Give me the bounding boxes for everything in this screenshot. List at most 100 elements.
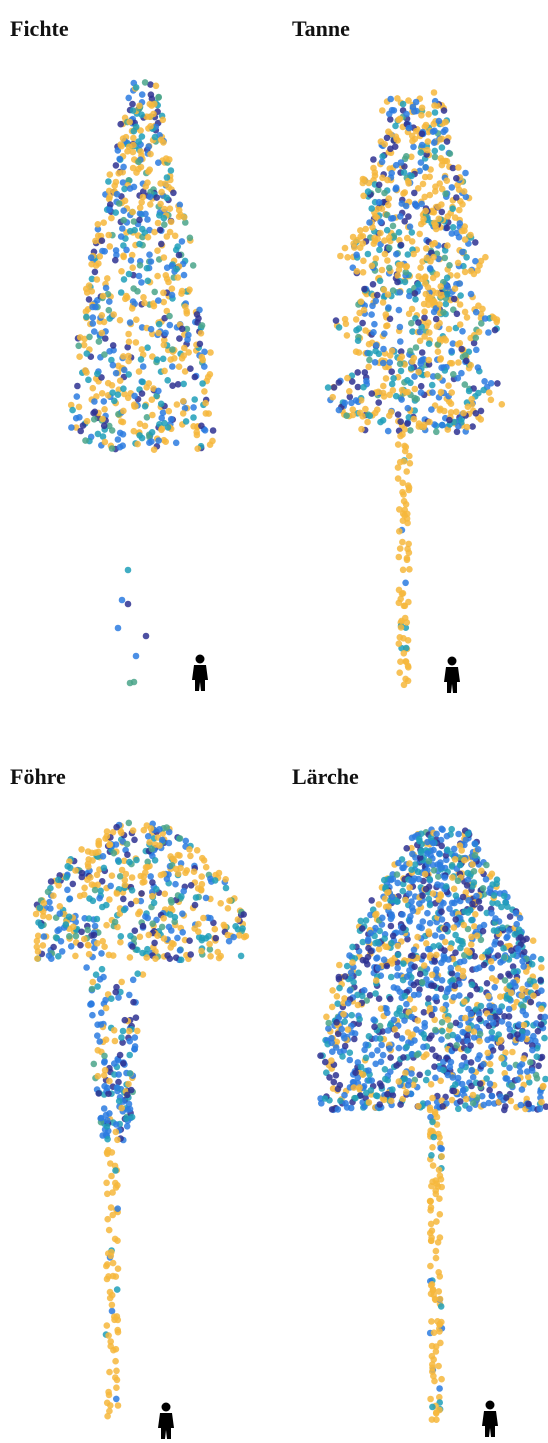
point — [107, 1289, 114, 1296]
point — [427, 920, 434, 927]
point — [125, 601, 132, 608]
point — [442, 119, 449, 126]
point — [217, 900, 224, 907]
point — [435, 1239, 442, 1246]
point — [394, 95, 401, 102]
point — [84, 418, 91, 425]
point — [355, 1002, 362, 1009]
point — [426, 174, 433, 181]
point — [353, 397, 360, 404]
point — [177, 947, 184, 954]
point — [459, 249, 466, 256]
point — [191, 925, 198, 932]
point — [392, 1026, 399, 1033]
point — [403, 845, 410, 852]
point — [161, 254, 168, 261]
point — [113, 1384, 120, 1391]
point — [103, 922, 110, 929]
point — [90, 385, 97, 392]
point — [357, 410, 364, 417]
point — [120, 896, 127, 903]
point — [393, 393, 400, 400]
point — [498, 1037, 505, 1044]
point — [58, 938, 65, 945]
point — [101, 1053, 108, 1060]
person-silhouette — [158, 1403, 174, 1440]
point — [104, 1322, 111, 1329]
point — [365, 251, 372, 258]
point — [104, 1191, 111, 1198]
point — [165, 424, 172, 431]
point — [153, 83, 160, 90]
point — [149, 412, 156, 419]
point — [486, 1003, 493, 1010]
point — [491, 941, 498, 948]
point — [120, 207, 127, 214]
point — [444, 1016, 451, 1023]
point — [345, 1000, 352, 1007]
point — [418, 849, 425, 856]
point — [329, 987, 336, 994]
point — [503, 1094, 510, 1101]
point — [46, 899, 53, 906]
point — [83, 286, 90, 293]
point — [373, 298, 380, 305]
point — [386, 111, 393, 118]
point — [110, 952, 117, 959]
point — [456, 234, 463, 241]
point — [375, 965, 382, 972]
point — [137, 421, 144, 428]
point — [489, 1029, 496, 1036]
point — [436, 1167, 443, 1174]
point — [501, 1107, 508, 1114]
point — [347, 394, 354, 401]
point — [444, 177, 451, 184]
point — [420, 1031, 427, 1038]
point — [111, 1317, 118, 1324]
point — [408, 1070, 415, 1077]
point — [118, 933, 125, 940]
point — [381, 956, 388, 963]
point — [155, 159, 162, 166]
point — [348, 969, 355, 976]
point — [455, 423, 462, 430]
point — [144, 915, 151, 922]
point — [127, 933, 134, 940]
point — [48, 878, 55, 885]
point — [113, 1121, 120, 1128]
point — [429, 972, 436, 979]
point — [146, 439, 153, 446]
point — [426, 357, 433, 364]
point — [149, 396, 156, 403]
point — [336, 962, 343, 969]
point — [99, 312, 106, 319]
point — [177, 835, 184, 842]
point — [374, 206, 381, 213]
point — [462, 170, 469, 177]
point — [149, 893, 156, 900]
point — [377, 278, 384, 285]
point — [488, 397, 495, 404]
point — [377, 419, 384, 426]
point — [104, 1400, 111, 1407]
point — [406, 125, 413, 132]
point — [342, 245, 349, 252]
point — [388, 368, 395, 375]
point — [91, 416, 98, 423]
point — [127, 319, 134, 326]
point — [114, 1182, 121, 1189]
point — [133, 124, 140, 131]
point — [106, 207, 113, 214]
point — [397, 1005, 404, 1012]
point — [349, 959, 356, 966]
point — [463, 254, 470, 261]
point — [530, 937, 537, 944]
point — [438, 1376, 445, 1383]
point — [371, 240, 378, 247]
point — [351, 1084, 358, 1091]
point — [90, 314, 97, 321]
point — [401, 443, 408, 450]
point — [148, 258, 155, 265]
point — [457, 1098, 464, 1105]
point — [187, 853, 194, 860]
